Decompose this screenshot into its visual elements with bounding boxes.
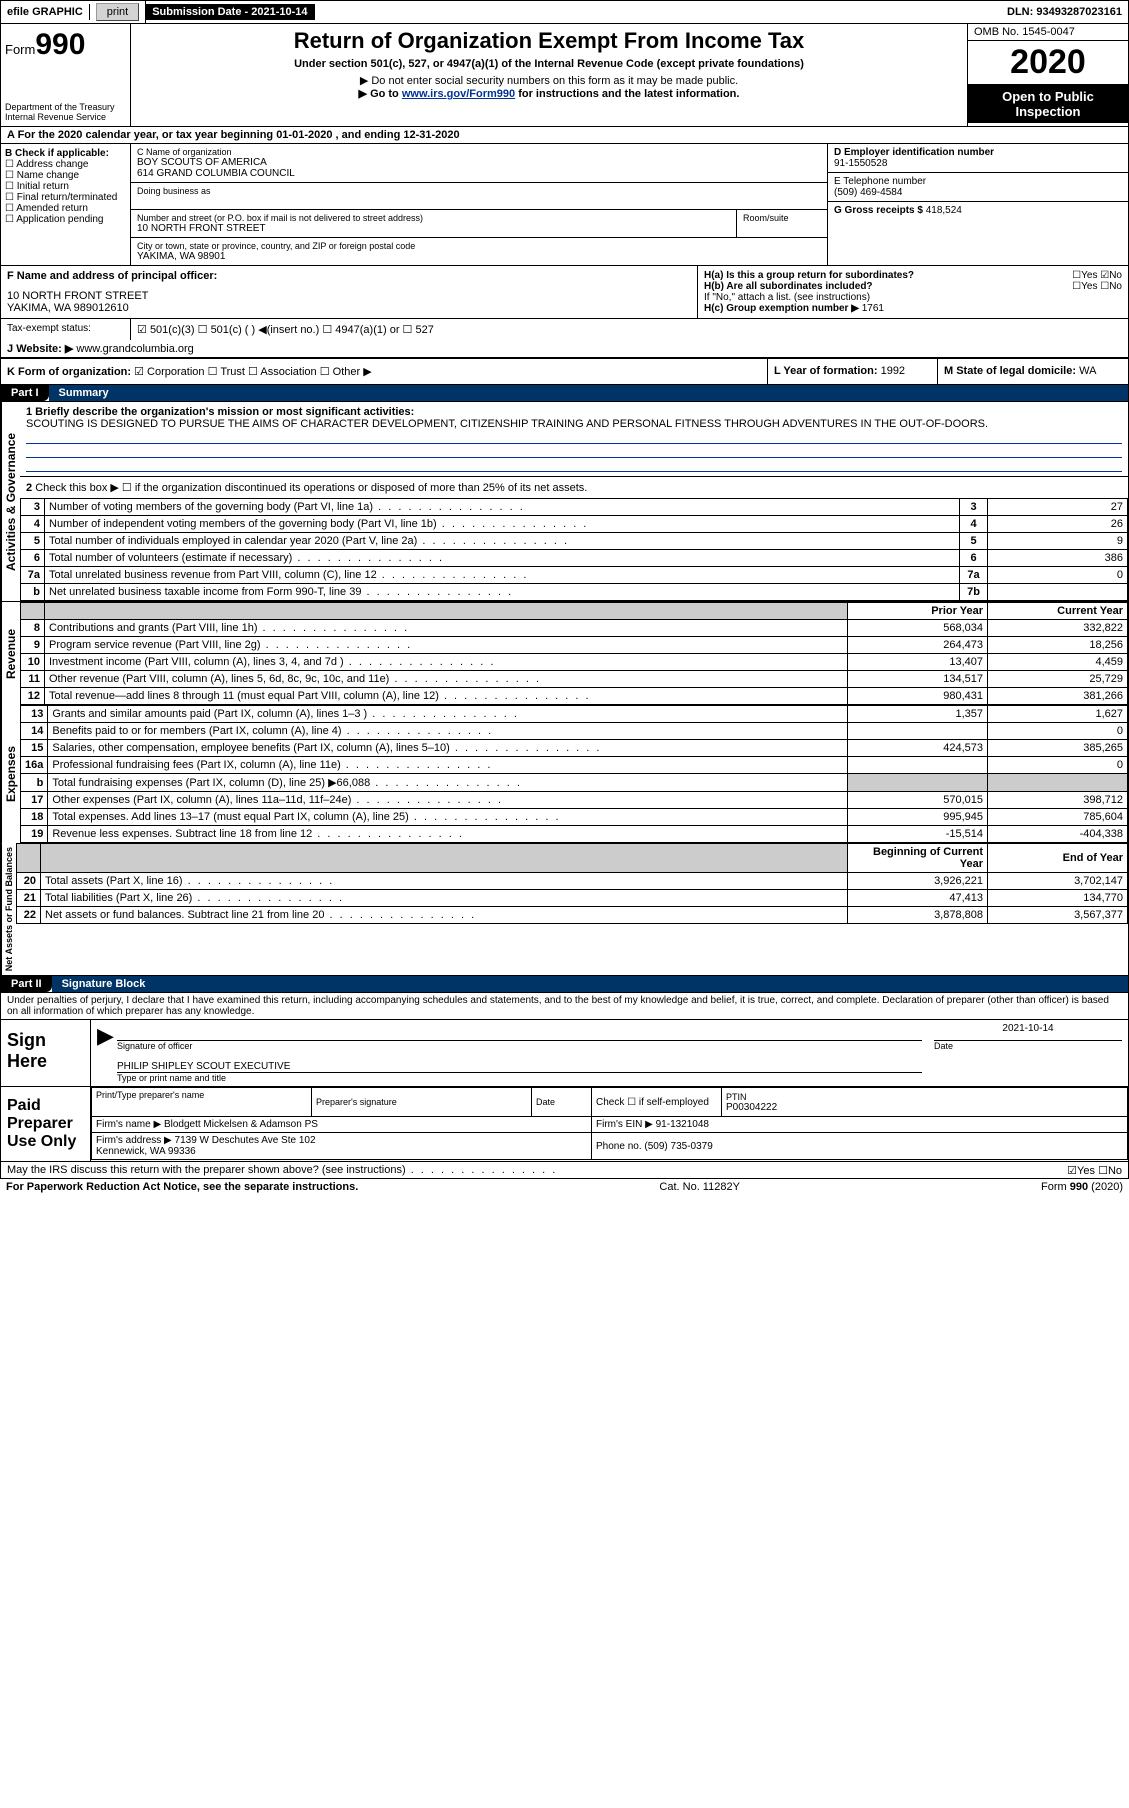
table-row: 17Other expenses (Part IX, column (A), l… <box>21 792 1128 809</box>
klm-row: K Form of organization: ☑ Corporation ☐ … <box>0 358 1129 385</box>
table-row: 11Other revenue (Part VIII, column (A), … <box>21 671 1128 688</box>
table-row: 15Salaries, other compensation, employee… <box>21 740 1128 757</box>
gross-receipts: 418,524 <box>926 205 962 216</box>
tax-status-row: Tax-exempt status: ☑ 501(c)(3) ☐ 501(c) … <box>0 318 1129 340</box>
governance-table: 3Number of voting members of the governi… <box>20 498 1128 601</box>
row-a-period: A For the 2020 calendar year, or tax yea… <box>0 127 1129 144</box>
table-row: 16aProfessional fundraising fees (Part I… <box>21 757 1128 774</box>
top-bar: efile GRAPHIC print Submission Date - 20… <box>0 0 1129 24</box>
table-row: 9Program service revenue (Part VIII, lin… <box>21 637 1128 654</box>
irs-link[interactable]: www.irs.gov/Form990 <box>402 88 515 100</box>
omb-number: OMB No. 1545-0047 <box>968 24 1128 41</box>
table-row: 20Total assets (Part X, line 16)3,926,22… <box>17 873 1128 890</box>
table-row: 8Contributions and grants (Part VIII, li… <box>21 620 1128 637</box>
ein: 91-1550528 <box>834 158 1122 169</box>
table-row: 12Total revenue—add lines 8 through 11 (… <box>21 688 1128 705</box>
section-governance: Activities & Governance 1 Briefly descri… <box>0 402 1129 601</box>
signature-block: Sign Here ▶ Signature of officer PHILIP … <box>0 1020 1129 1162</box>
box-f: F Name and address of principal officer:… <box>1 266 698 318</box>
table-row: bNet unrelated business taxable income f… <box>21 584 1128 601</box>
section-expenses: Expenses 13Grants and similar amounts pa… <box>0 705 1129 843</box>
netassets-table: Beginning of Current YearEnd of Year20To… <box>16 843 1128 924</box>
preparer-table: Print/Type preparer's name Preparer's si… <box>91 1087 1128 1160</box>
website: www.grandcolumbia.org <box>76 343 193 355</box>
sign-arrow-icon: ▶ <box>91 1020 111 1086</box>
group-exemption: 1761 <box>862 303 884 314</box>
table-row: 7aTotal unrelated business revenue from … <box>21 567 1128 584</box>
print-button[interactable]: print <box>96 3 139 21</box>
irs-label: Internal Revenue Service <box>5 112 126 122</box>
box-j: J Website: ▶ www.grandcolumbia.org <box>0 340 1129 358</box>
table-row: 4Number of independent voting members of… <box>21 516 1128 533</box>
table-row: 5Total number of individuals employed in… <box>21 533 1128 550</box>
form-number: Form990 <box>5 28 126 62</box>
tax-year: 2020 <box>968 41 1128 85</box>
org-city: YAKIMA, WA 98901 <box>137 251 821 262</box>
box-h: H(a) Is this a group return for subordin… <box>698 266 1128 318</box>
dln: DLN: 93493287023161 <box>1001 4 1128 20</box>
mission-text: SCOUTING IS DESIGNED TO PURSUE THE AIMS … <box>26 418 1122 430</box>
table-row: 18Total expenses. Add lines 13–17 (must … <box>21 809 1128 826</box>
discuss-row: May the IRS discuss this return with the… <box>0 1162 1129 1179</box>
note-link: ▶ Go to www.irs.gov/Form990 for instruct… <box>135 87 963 100</box>
org-name-2: 614 GRAND COLUMBIA COUNCIL <box>137 168 821 179</box>
table-row: 3Number of voting members of the governi… <box>21 499 1128 516</box>
table-row: 10Investment income (Part VIII, column (… <box>21 654 1128 671</box>
efile-label: efile GRAPHIC <box>1 4 90 20</box>
table-row: 14Benefits paid to or for members (Part … <box>21 723 1128 740</box>
section-netassets: Net Assets or Fund Balances Beginning of… <box>0 843 1129 976</box>
part1-header: Part I Summary <box>0 385 1129 402</box>
entity-block: B Check if applicable: ☐ Address change … <box>0 144 1129 265</box>
section-revenue: Revenue Prior YearCurrent Year8Contribut… <box>0 601 1129 705</box>
box-c: C Name of organization BOY SCOUTS OF AME… <box>131 144 828 265</box>
expenses-table: 13Grants and similar amounts paid (Part … <box>20 705 1128 843</box>
dept-treasury: Department of the Treasury <box>5 102 126 112</box>
form-subtitle: Under section 501(c), 527, or 4947(a)(1)… <box>135 58 963 70</box>
form-header: Form990 Department of the Treasury Inter… <box>0 24 1129 127</box>
revenue-table: Prior YearCurrent Year8Contributions and… <box>20 602 1128 705</box>
table-row: bTotal fundraising expenses (Part IX, co… <box>21 774 1128 792</box>
table-row: 22Net assets or fund balances. Subtract … <box>17 907 1128 924</box>
open-public: Open to Public Inspection <box>968 85 1128 123</box>
fh-row: F Name and address of principal officer:… <box>0 265 1129 318</box>
table-row: 21Total liabilities (Part X, line 26)47,… <box>17 890 1128 907</box>
part2-header: Part II Signature Block <box>0 976 1129 993</box>
box-b: B Check if applicable: ☐ Address change … <box>1 144 131 265</box>
note-ssn: ▶ Do not enter social security numbers o… <box>135 74 963 87</box>
org-name-1: BOY SCOUTS OF AMERICA <box>137 157 821 168</box>
telephone: (509) 469-4584 <box>834 187 1122 198</box>
declaration: Under penalties of perjury, I declare th… <box>0 993 1129 1020</box>
box-deg: D Employer identification number 91-1550… <box>828 144 1128 265</box>
page-footer: For Paperwork Reduction Act Notice, see … <box>0 1179 1129 1195</box>
form-title: Return of Organization Exempt From Incom… <box>135 28 963 54</box>
table-row: 6Total number of volunteers (estimate if… <box>21 550 1128 567</box>
table-row: 19Revenue less expenses. Subtract line 1… <box>21 826 1128 843</box>
submission-date: Submission Date - 2021-10-14 <box>146 4 314 20</box>
table-row: 13Grants and similar amounts paid (Part … <box>21 706 1128 723</box>
print-cell: print <box>90 1 146 23</box>
org-street: 10 NORTH FRONT STREET <box>137 223 730 234</box>
